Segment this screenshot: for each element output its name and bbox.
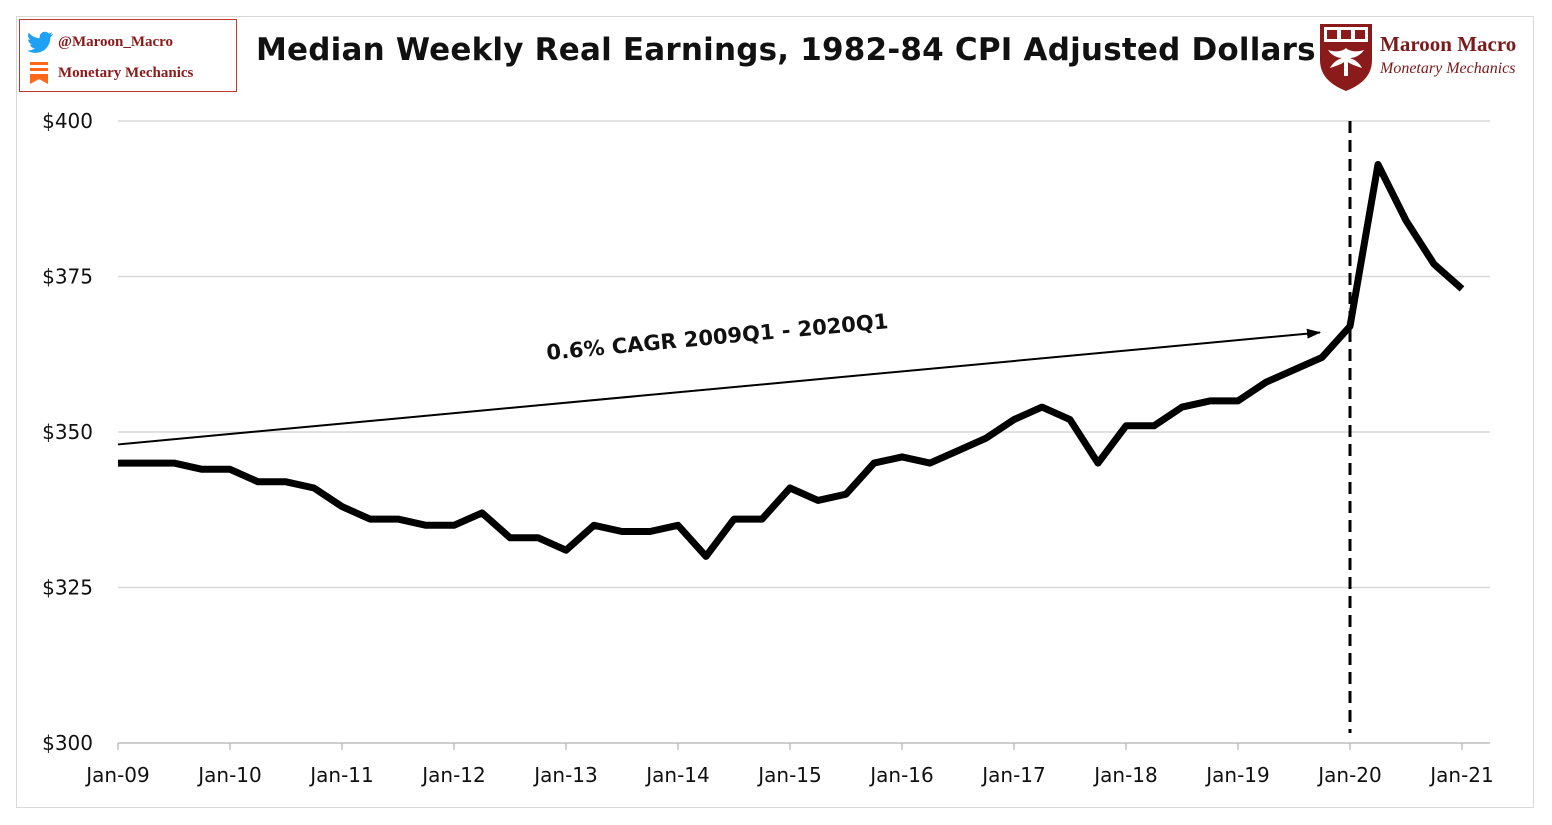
chart-title: Median Weekly Real Earnings, 1982-84 CPI…: [256, 32, 1316, 68]
substack-icon: [28, 61, 58, 85]
x-tick-label: Jan-15: [756, 763, 822, 787]
x-tick-label: Jan-12: [420, 763, 486, 787]
x-tick-label: Jan-18: [1092, 763, 1158, 787]
y-tick-label: $350: [42, 420, 93, 444]
y-tick-label: $300: [42, 731, 93, 755]
x-tick-label: Jan-13: [532, 763, 598, 787]
chart-frame: [16, 16, 1534, 808]
twitter-link[interactable]: @Maroon_Macro: [28, 30, 173, 54]
twitter-bird-icon: [28, 30, 58, 54]
logo-subtitle: Monetary Mechanics: [1380, 60, 1516, 77]
x-tick-label: Jan-14: [644, 763, 710, 787]
y-tick-label: $375: [42, 265, 93, 289]
earnings-series-line: [118, 161, 1465, 560]
x-tick-label: Jan-20: [1316, 763, 1382, 787]
x-tick-label: Jan-17: [980, 763, 1046, 787]
axes: [117, 742, 1490, 750]
newsletter-name: Monetary Mechanics: [58, 64, 194, 81]
series: [118, 161, 1465, 560]
gridlines: [118, 120, 1490, 589]
tick-labels: $300 $325 $350 $375 $400 Jan-09 Jan-10 Jan-11 Ja…: [42, 109, 1494, 787]
y-tick-label: $400: [42, 109, 93, 133]
social-links-box: @Maroon_Macro Monetary Mechanics: [19, 19, 237, 92]
x-tick-label: Jan-19: [1204, 763, 1270, 787]
x-tick-label: Jan-21: [1428, 763, 1494, 787]
logo-name: Maroon Macro: [1380, 32, 1517, 56]
x-tick-label: Jan-11: [308, 763, 374, 787]
y-tick-label: $325: [42, 576, 93, 600]
x-tick-label: Jan-16: [868, 763, 934, 787]
x-tick-label: Jan-09: [84, 763, 150, 787]
annotations: 0.6% CAGR 2009Q1 - 2020Q1: [117, 121, 1352, 733]
phoenix-crest-icon: [1320, 24, 1372, 91]
newsletter-link[interactable]: Monetary Mechanics: [28, 61, 193, 85]
twitter-handle: @Maroon_Macro: [58, 33, 174, 50]
x-tick-label: Jan-10: [196, 763, 262, 787]
cagr-arrow: [117, 328, 1321, 446]
brand-logo: Maroon Macro Monetary Mechanics: [1318, 22, 1538, 94]
cagr-annotation: 0.6% CAGR 2009Q1 - 2020Q1: [545, 309, 889, 365]
